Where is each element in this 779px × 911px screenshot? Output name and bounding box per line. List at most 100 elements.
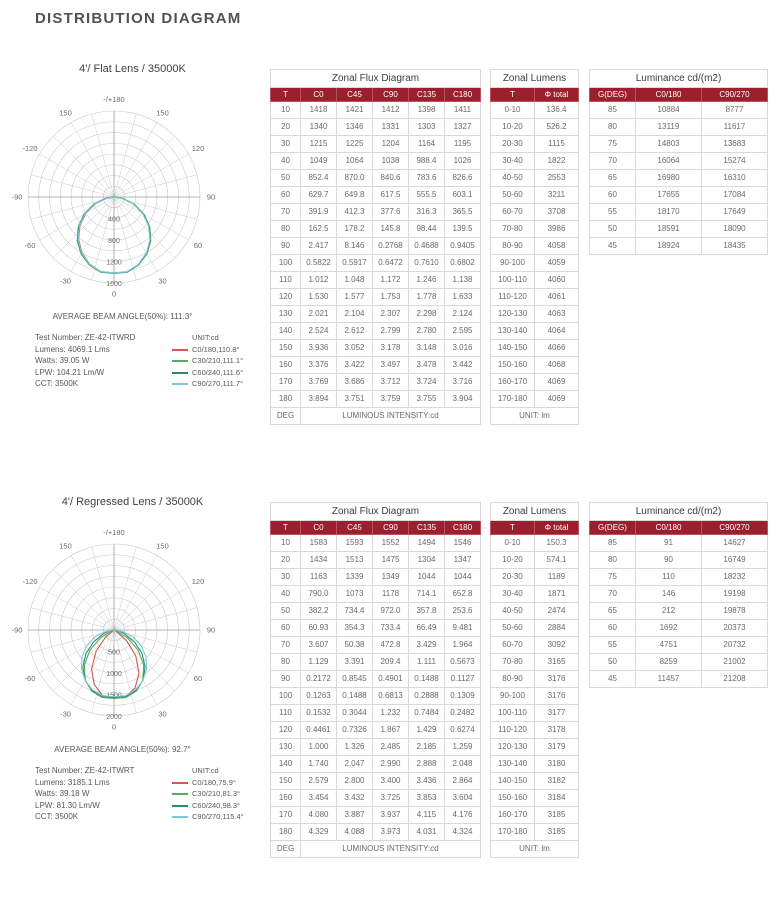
table-cell: 1049 bbox=[300, 152, 337, 170]
table-cell: 1.000 bbox=[300, 738, 337, 756]
table-cell: 19198 bbox=[701, 585, 768, 603]
table-cell: 1.172 bbox=[372, 271, 409, 289]
table-cell: 3.712 bbox=[372, 373, 409, 391]
legend-entry: C30/210,111.1° bbox=[172, 355, 243, 367]
table-cell: 3.853 bbox=[408, 789, 445, 807]
test-info: Test Number: ZE-42-ITWRT Lumens: 3185.1 L… bbox=[35, 765, 134, 823]
table-cell: 253.6 bbox=[444, 602, 481, 620]
polar-angle-label: -30 bbox=[60, 277, 71, 286]
table-header-row: T C0 C45 C90 C135 C180 bbox=[270, 520, 481, 535]
table-cell: 0.5673 bbox=[444, 653, 481, 671]
column-header: C0 bbox=[300, 87, 337, 102]
table-cell: 0.5917 bbox=[336, 254, 373, 272]
legend-color-line bbox=[172, 360, 188, 363]
column-header: Φ total bbox=[534, 87, 579, 102]
table-cell: 4064 bbox=[534, 322, 579, 340]
table-cell: 13119 bbox=[635, 118, 702, 136]
table-cell: 3986 bbox=[534, 220, 579, 238]
table-row: 70 391.9 412.3 377.6 316.3 365.5 bbox=[270, 203, 481, 221]
table-cell: 3.478 bbox=[408, 356, 445, 374]
table-cell: 1.530 bbox=[300, 288, 337, 306]
table-cell: 1164 bbox=[408, 135, 445, 153]
test-info-line: LPW: 81.30 Lm/W bbox=[35, 800, 100, 810]
beam-angle-label: AVERAGE BEAM ANGLE(50%): 111.3° bbox=[52, 312, 193, 321]
legend-label: C90/270,111.7° bbox=[192, 379, 244, 388]
table-row: 30-40 1871 bbox=[490, 585, 579, 603]
table-cell: 90 bbox=[270, 670, 301, 688]
table-cell: 100-110 bbox=[490, 271, 535, 289]
table-row: 55 18170 17649 bbox=[589, 203, 768, 221]
test-info-line: Lumens: 4069.1 Lms bbox=[35, 344, 110, 354]
table-row: 20 1434 1513 1475 1304 1347 bbox=[270, 551, 481, 569]
table-row: 50 382.2 734.4 972.0 357.8 253.6 bbox=[270, 602, 481, 620]
table-row: 60-70 3092 bbox=[490, 636, 579, 654]
table-cell: 70 bbox=[589, 152, 636, 170]
table-cell: 0.9405 bbox=[444, 237, 481, 255]
svg-text:1600: 1600 bbox=[106, 281, 122, 288]
legend-color-line bbox=[172, 781, 188, 784]
svg-text:1000: 1000 bbox=[106, 671, 122, 678]
table-row: 50 18591 18090 bbox=[589, 220, 768, 238]
table-cell: 3.769 bbox=[300, 373, 337, 391]
table-cell: 3.422 bbox=[336, 356, 373, 374]
table-row: 130-140 3180 bbox=[490, 755, 579, 773]
column-header: C45 bbox=[336, 520, 373, 535]
polar-angle-label: -/+180 bbox=[103, 95, 124, 104]
table-cell: 130 bbox=[270, 738, 301, 756]
table-cell: 3.894 bbox=[300, 390, 337, 408]
table-cell: 40 bbox=[270, 152, 301, 170]
table-row: 60-70 3708 bbox=[490, 203, 579, 221]
table-cell: 3165 bbox=[534, 653, 579, 671]
table-cell: 790.0 bbox=[300, 585, 337, 603]
table-cell: 4.031 bbox=[408, 823, 445, 841]
table-cell: 3178 bbox=[534, 721, 579, 739]
table-cell: 3.432 bbox=[336, 789, 373, 807]
test-info-line: Test Number: ZE-42-ITWRD bbox=[35, 333, 136, 342]
table-cell: 8777 bbox=[701, 101, 768, 119]
table-cell: 1692 bbox=[635, 619, 702, 637]
table-cell: 316.3 bbox=[408, 203, 445, 221]
table-cell: 100-110 bbox=[490, 704, 535, 722]
table-row: 10-20 574.1 bbox=[490, 551, 579, 569]
table-cell: 0.7484 bbox=[408, 704, 445, 722]
table-cell: 2.124 bbox=[444, 305, 481, 323]
legend-label: C60/240,98.3° bbox=[192, 800, 241, 810]
table-cell: 4.329 bbox=[300, 823, 337, 841]
table-cell: 160-170 bbox=[490, 373, 535, 391]
table-cell: 2.307 bbox=[372, 305, 409, 323]
table-cell: 150 bbox=[270, 772, 301, 790]
polar-angle-label: 30 bbox=[158, 710, 166, 719]
table-cell: 80-90 bbox=[490, 670, 535, 688]
table-row: 60 17655 17084 bbox=[589, 186, 768, 204]
table-cell: 3.725 bbox=[372, 789, 409, 807]
column-header: G(DEG) bbox=[589, 520, 636, 535]
table-cell: 2.524 bbox=[300, 322, 337, 340]
table-cell: 1115 bbox=[534, 135, 579, 153]
table-cell: 1.111 bbox=[408, 653, 445, 671]
footer-deg: DEG bbox=[270, 840, 301, 858]
legend-color-line bbox=[172, 383, 188, 386]
table-cell: 50-60 bbox=[490, 619, 535, 637]
legend-label: C60/240,111.6° bbox=[192, 367, 244, 377]
table-cell: 130-140 bbox=[490, 755, 535, 773]
table-cell: 988.4 bbox=[408, 152, 445, 170]
table-row: 20-30 1115 bbox=[490, 135, 579, 153]
table-cell: 90 bbox=[635, 551, 702, 569]
polar-angle-label: 90 bbox=[207, 193, 215, 202]
table-cell: 1331 bbox=[372, 118, 409, 136]
table-cell: 136.4 bbox=[534, 101, 579, 119]
table-cell: 16749 bbox=[701, 551, 768, 569]
table-cell: 3.751 bbox=[336, 390, 373, 408]
table-cell: 1.429 bbox=[408, 721, 445, 739]
table-footer: UNIT: lm bbox=[490, 407, 579, 425]
table-cell: 3.607 bbox=[300, 636, 337, 654]
table-cell: 4068 bbox=[534, 356, 579, 374]
table-cell: 3.442 bbox=[444, 356, 481, 374]
column-header: C90 bbox=[372, 520, 409, 535]
column-header: C135 bbox=[408, 87, 445, 102]
table-cell: 0.2172 bbox=[300, 670, 337, 688]
table-row: 65 16980 16310 bbox=[589, 169, 768, 187]
column-header: C0/180 bbox=[635, 87, 702, 102]
table-cell: 110 bbox=[270, 704, 301, 722]
table-cell: 50 bbox=[589, 220, 636, 238]
